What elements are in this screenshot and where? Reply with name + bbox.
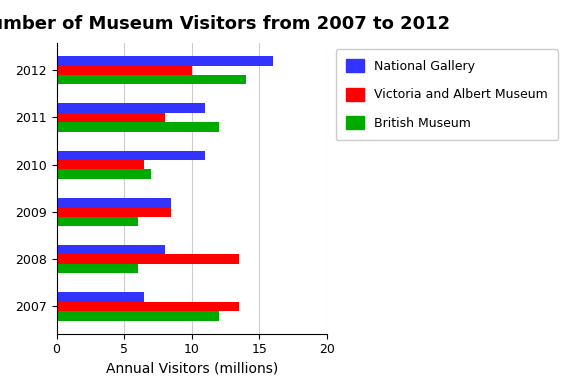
Bar	[56, 122, 218, 132]
Bar	[56, 264, 137, 273]
Bar	[56, 207, 171, 217]
Bar	[56, 160, 144, 169]
Bar	[56, 75, 246, 84]
Legend: National Gallery, Victoria and Albert Museum, British Museum: National Gallery, Victoria and Albert Mu…	[336, 49, 558, 140]
Bar	[56, 301, 239, 311]
Bar	[56, 292, 144, 301]
Bar	[56, 245, 164, 255]
Bar	[56, 217, 137, 226]
Bar	[56, 103, 205, 113]
X-axis label: Annual Visitors (millions): Annual Visitors (millions)	[106, 362, 278, 376]
Bar	[56, 151, 205, 160]
Bar	[56, 311, 218, 321]
Bar	[56, 113, 164, 122]
Bar	[56, 198, 171, 207]
Title: The number of Museum Visitors from 2007 to 2012: The number of Museum Visitors from 2007 …	[0, 15, 450, 33]
Bar	[56, 255, 239, 264]
Bar	[56, 169, 151, 179]
Bar	[56, 66, 191, 75]
Bar	[56, 56, 273, 66]
